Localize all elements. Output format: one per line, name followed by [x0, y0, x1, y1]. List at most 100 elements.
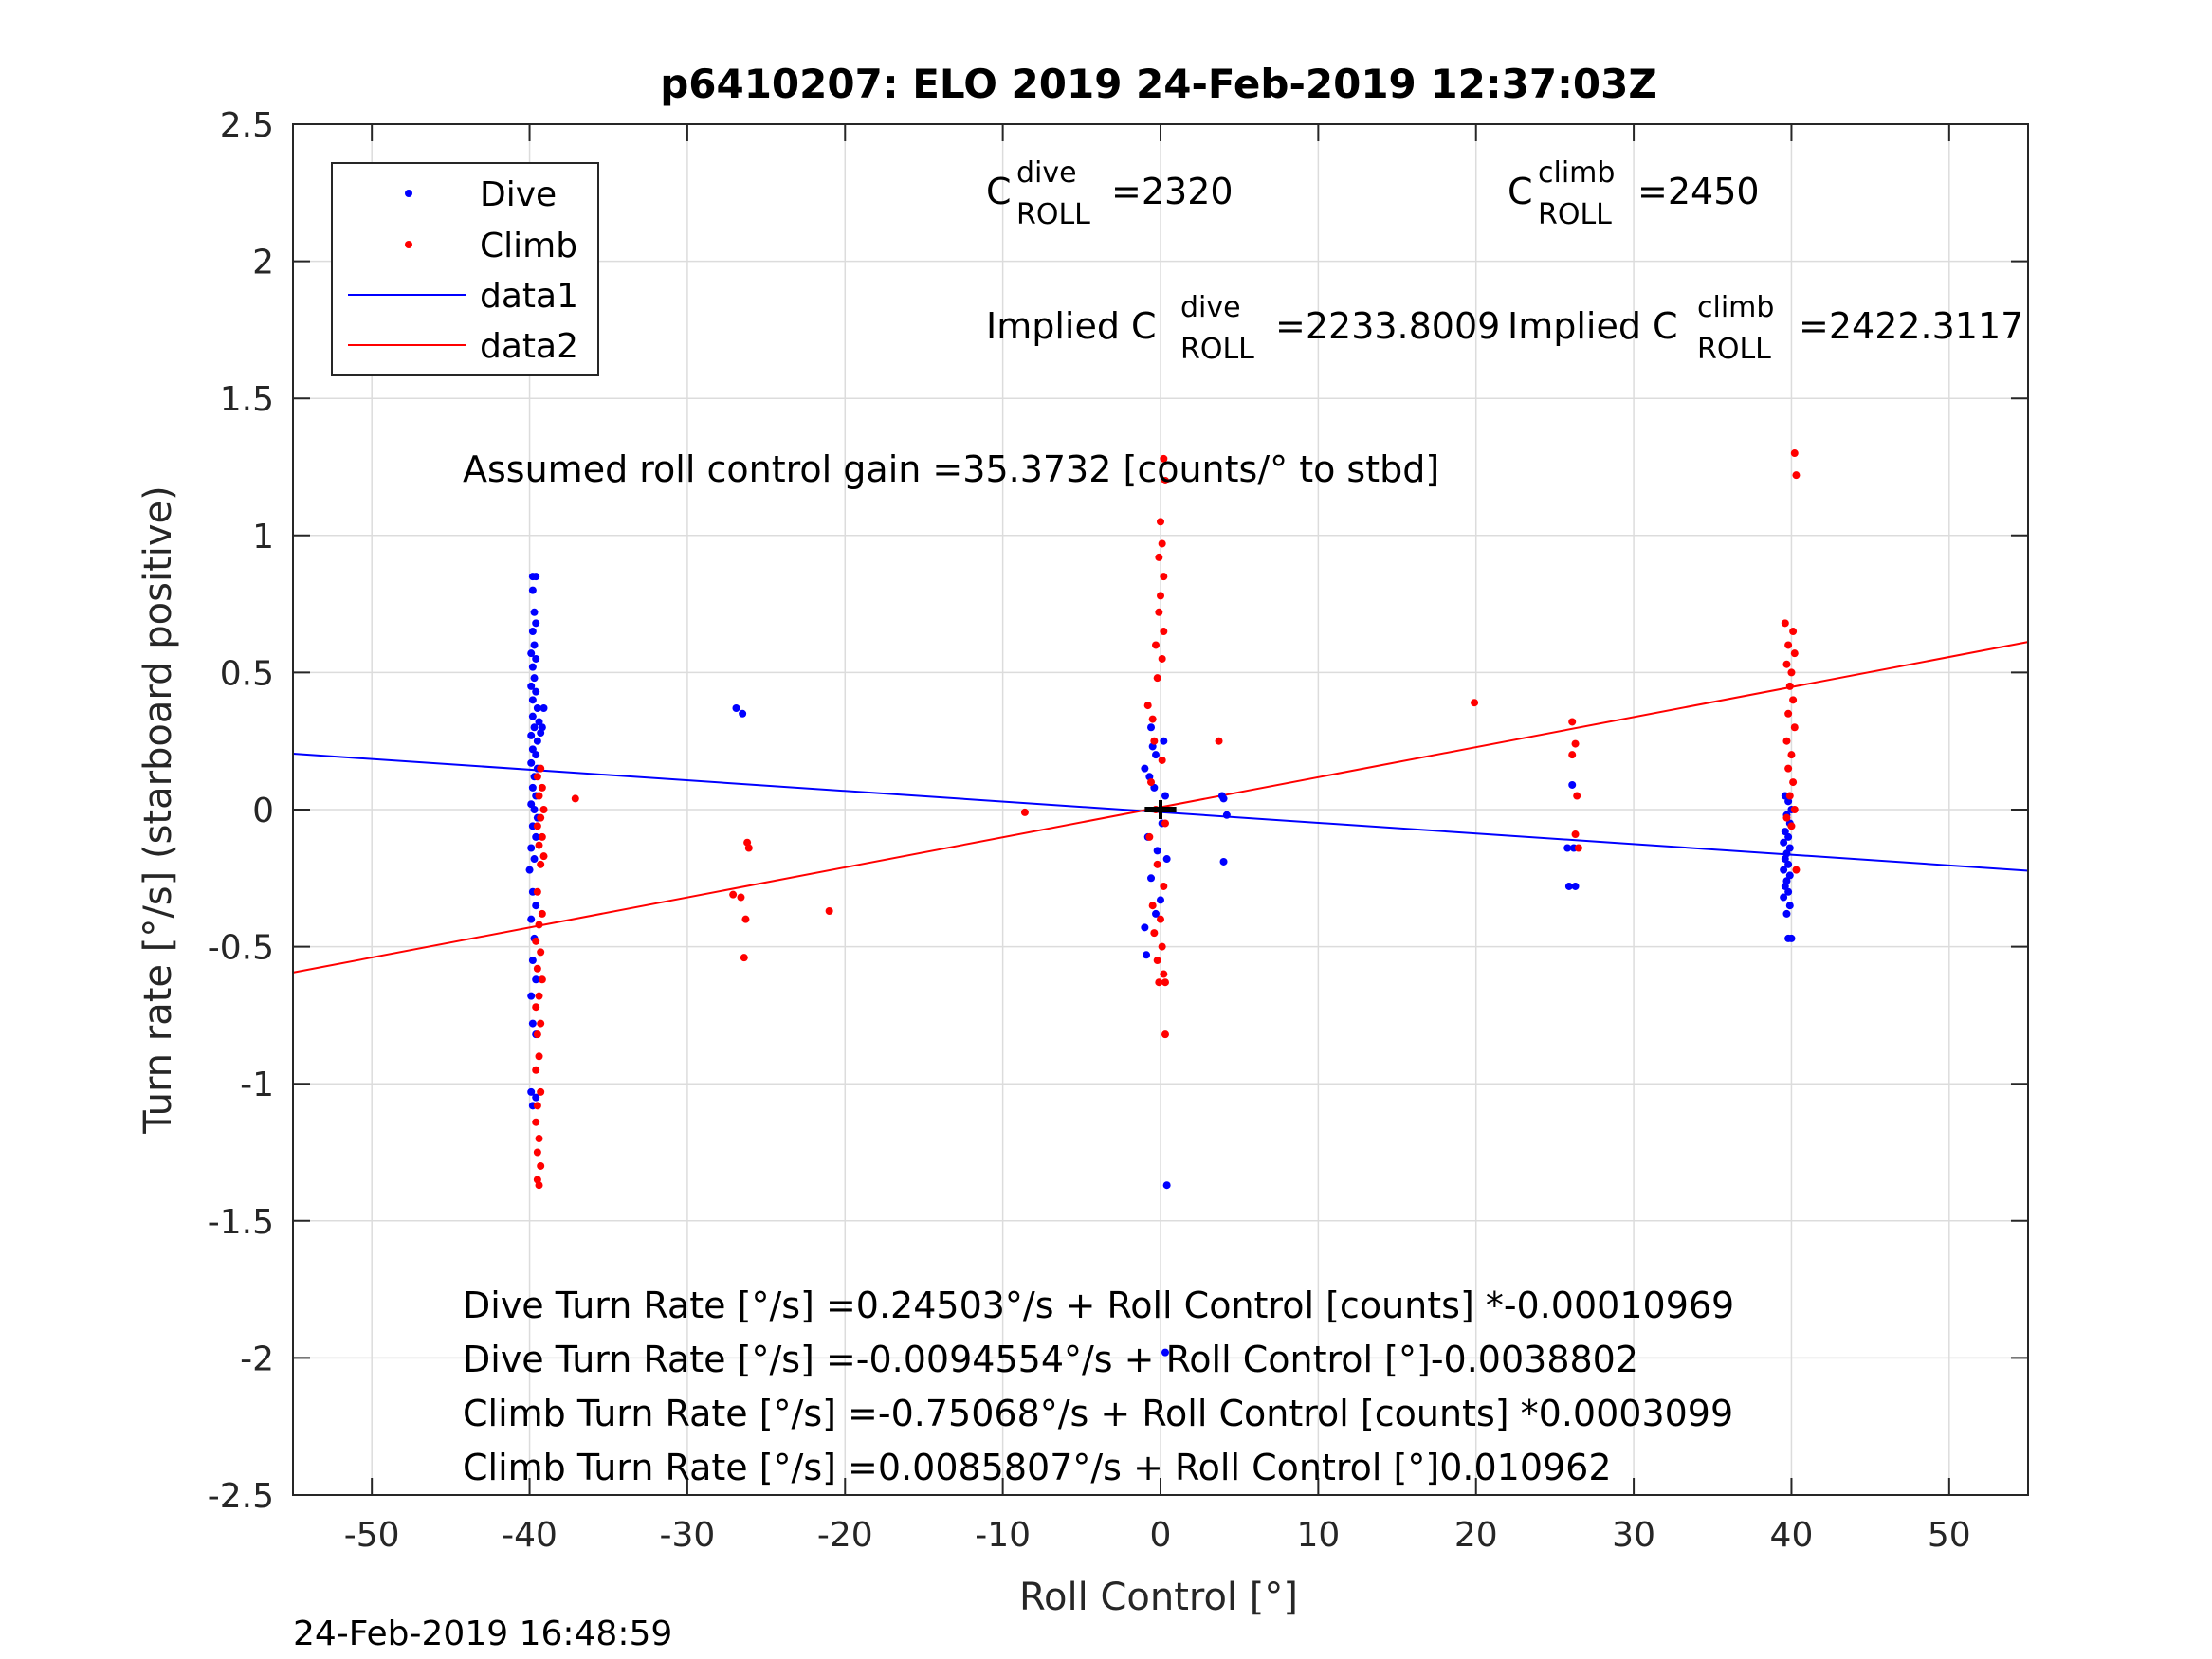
dive-point — [528, 696, 537, 704]
climb-point — [533, 822, 541, 830]
climb-point — [532, 937, 540, 945]
dive-point — [1787, 934, 1796, 942]
dive-point — [535, 718, 543, 726]
climb-point — [537, 948, 545, 957]
svg-text:C: C — [986, 171, 1012, 212]
dive-point — [1784, 860, 1793, 868]
y-tick-label: 2 — [252, 244, 274, 283]
climb-point — [1158, 942, 1166, 951]
climb-point — [1161, 819, 1169, 828]
y-tick-label: 0.5 — [220, 654, 274, 693]
dive-point — [539, 703, 548, 712]
c-climb-sub: ROLL — [1538, 198, 1612, 231]
dive-point — [1162, 1181, 1171, 1190]
zero-marker — [1144, 800, 1177, 819]
footer-timestamp: 24-Feb-2019 16:48:59 — [293, 1614, 672, 1653]
dive-point — [1141, 923, 1149, 932]
dive-point — [527, 731, 536, 739]
climb-point — [1787, 822, 1796, 830]
equation-1: Dive Turn Rate [°/s] =0.24503°/s + Roll … — [463, 1285, 1734, 1326]
implied-climb-annotation: Implied C climb ROLL =2422.3117 — [1508, 291, 2023, 366]
x-tick-label: 40 — [1770, 1516, 1814, 1555]
y-axis-label: Turn rate [°/s] (starboard positive) — [137, 485, 180, 1135]
climb-point — [1789, 696, 1798, 704]
climb-point — [1160, 628, 1168, 636]
dive-point — [1219, 794, 1228, 803]
x-tick-label: -20 — [817, 1516, 873, 1555]
climb-point — [1160, 970, 1168, 978]
dive-point — [1781, 855, 1789, 864]
climb-point — [1155, 608, 1163, 616]
dive-point — [1162, 855, 1171, 864]
dive-point — [732, 703, 740, 712]
climb-point — [1790, 723, 1799, 732]
dive-point — [527, 649, 536, 658]
climb-point — [1568, 751, 1577, 759]
dive-point — [537, 729, 545, 738]
climb-point — [1784, 641, 1793, 649]
y-tick-label: -2 — [240, 1340, 274, 1378]
dive-point — [1157, 896, 1164, 904]
dive-point — [532, 654, 540, 663]
climb-point — [1148, 902, 1157, 910]
y-tick-label: 1.5 — [220, 380, 274, 419]
x-tick-label: 20 — [1454, 1516, 1498, 1555]
dive-point — [1784, 832, 1793, 841]
climb-point — [538, 832, 546, 841]
implied-climb-sub: ROLL — [1697, 333, 1771, 366]
climb-point — [1161, 1030, 1169, 1039]
dive-point — [1785, 902, 1794, 910]
implied-climb-sup: climb — [1697, 291, 1774, 324]
climb-point — [1215, 737, 1223, 745]
implied-dive-value: =2233.8009 — [1275, 305, 1500, 347]
dive-point — [1780, 838, 1788, 847]
dive-point — [1781, 882, 1789, 890]
climb-point — [1161, 978, 1169, 987]
climb-point — [1155, 553, 1163, 561]
climb-point — [1781, 619, 1789, 628]
dive-point — [528, 1019, 537, 1028]
y-tick-label: -2.5 — [208, 1477, 274, 1516]
x-tick-label: 0 — [1150, 1516, 1172, 1555]
climb-point — [1571, 739, 1580, 748]
climb-point — [1160, 882, 1168, 890]
climb-point — [1157, 915, 1164, 923]
climb-point — [535, 992, 543, 1000]
dive-point — [1568, 780, 1577, 789]
dive-point — [528, 663, 537, 671]
climb-point — [535, 1052, 543, 1061]
implied-climb-value: =2422.3117 — [1799, 305, 2023, 347]
dive-point — [1782, 909, 1791, 918]
implied-dive-prefix: Implied C — [986, 305, 1157, 347]
climb-point — [1158, 654, 1166, 663]
dive-point — [528, 745, 537, 754]
x-tick-label: 30 — [1612, 1516, 1655, 1555]
gain-annotation: Assumed roll control gain =35.3732 [coun… — [463, 448, 1439, 490]
climb-point — [825, 907, 833, 916]
climb-point — [537, 813, 545, 822]
climb-point — [532, 1003, 540, 1012]
dive-point — [532, 902, 540, 910]
legend-box — [331, 162, 599, 376]
dive-point — [1780, 866, 1788, 874]
climb-point — [1571, 830, 1580, 839]
c-climb-value: =2450 — [1637, 171, 1760, 212]
y-tick-label: -1.5 — [208, 1203, 274, 1242]
climb-point — [537, 1019, 545, 1028]
climb-point — [537, 764, 545, 773]
dive-point — [532, 619, 540, 628]
climb-point — [535, 792, 543, 800]
dive-point — [525, 866, 534, 874]
climb-point — [1020, 808, 1029, 816]
x-tick-label: -40 — [502, 1516, 558, 1555]
climb-point — [1787, 668, 1796, 677]
climb-point — [532, 1118, 540, 1126]
climb-point — [1792, 471, 1801, 480]
climb-point — [1148, 715, 1157, 723]
x-tick-label: 50 — [1928, 1516, 1971, 1555]
dive-point — [1161, 792, 1169, 800]
climb-point — [537, 1161, 545, 1170]
dive-point — [527, 992, 536, 1000]
climb-point — [533, 1102, 541, 1110]
climb-point — [1160, 454, 1168, 463]
